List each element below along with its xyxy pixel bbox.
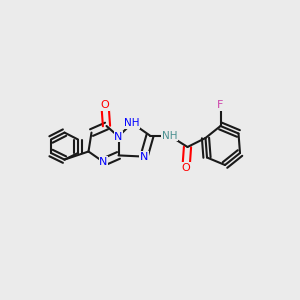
Text: F: F — [217, 100, 224, 110]
Text: O: O — [100, 100, 109, 110]
Text: N: N — [114, 131, 123, 142]
Text: N: N — [140, 152, 148, 162]
Text: NH: NH — [124, 118, 140, 128]
Text: N: N — [99, 157, 108, 167]
Text: O: O — [182, 163, 190, 173]
Text: NH: NH — [162, 130, 177, 141]
